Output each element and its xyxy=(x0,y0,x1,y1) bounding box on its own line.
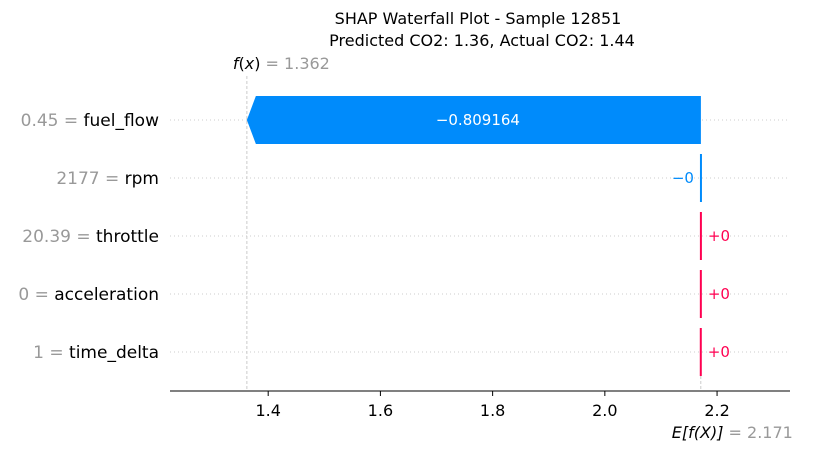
bar-label-throttle: +0 xyxy=(708,227,730,245)
row-grid-lines xyxy=(170,119,790,353)
fx-symbol-x: x xyxy=(244,54,255,73)
feature-value: 2177 = xyxy=(56,169,124,189)
bars-group: −0.809164 −0 +0 +0 +0 xyxy=(246,96,730,376)
feature-label-fuel_flow: 0.45 = fuel_flow xyxy=(21,111,159,131)
fx-paren-open: ( xyxy=(239,54,245,73)
efx-symbol: E[f(X)] xyxy=(672,423,724,442)
chart-subtitle: Predicted CO2: 1.36, Actual CO2: 1.44 xyxy=(329,31,635,50)
fx-eq: = xyxy=(260,54,284,73)
chart-title: SHAP Waterfall Plot - Sample 12851 xyxy=(335,9,622,28)
fx-label: f(x) = 1.362 xyxy=(233,54,330,73)
x-tick-label-1: 1.6 xyxy=(368,401,393,420)
x-tick-label-3: 2.0 xyxy=(592,401,617,420)
bar-label-fuel_flow: −0.809164 xyxy=(436,111,520,129)
feature-label-rpm: 2177 = rpm xyxy=(56,169,159,189)
feature-name: rpm xyxy=(125,169,159,189)
efx-label: E[f(X)] = 2.171 xyxy=(672,423,793,442)
feature-label-acceleration: 0 = acceleration xyxy=(18,285,159,305)
efx-eq: = xyxy=(723,423,747,442)
fx-symbol-f: f xyxy=(233,54,241,73)
x-axis-ticks: 1.4 1.6 1.8 2.0 2.2 xyxy=(255,391,730,420)
efx-value: 2.171 xyxy=(747,423,793,442)
bar-fuel_flow xyxy=(246,96,701,144)
bar-label-rpm: −0 xyxy=(672,169,694,187)
feature-name: throttle xyxy=(96,227,159,247)
feature-value: 1 = xyxy=(33,343,69,363)
feature-labels-group: 0.45 = fuel_flow 2177 = rpm 20.39 = thrott… xyxy=(18,111,159,363)
feature-value: 0.45 = xyxy=(21,111,84,131)
feature-name: fuel_flow xyxy=(84,111,160,131)
fx-value: 1.362 xyxy=(284,54,330,73)
x-tick-label-4: 2.2 xyxy=(704,401,729,420)
feature-label-throttle: 20.39 = throttle xyxy=(22,227,159,247)
bar-label-time_delta: +0 xyxy=(708,343,730,361)
feature-value: 0 = xyxy=(18,285,54,305)
bar-label-acceleration: +0 xyxy=(708,285,730,303)
feature-name: acceleration xyxy=(54,285,159,305)
feature-label-time_delta: 1 = time_delta xyxy=(33,343,159,363)
x-tick-label-0: 1.4 xyxy=(255,401,280,420)
feature-value: 20.39 = xyxy=(22,227,96,247)
x-tick-label-2: 1.8 xyxy=(480,401,505,420)
fx-paren-close: ) xyxy=(254,54,260,73)
feature-name: time_delta xyxy=(69,343,159,363)
